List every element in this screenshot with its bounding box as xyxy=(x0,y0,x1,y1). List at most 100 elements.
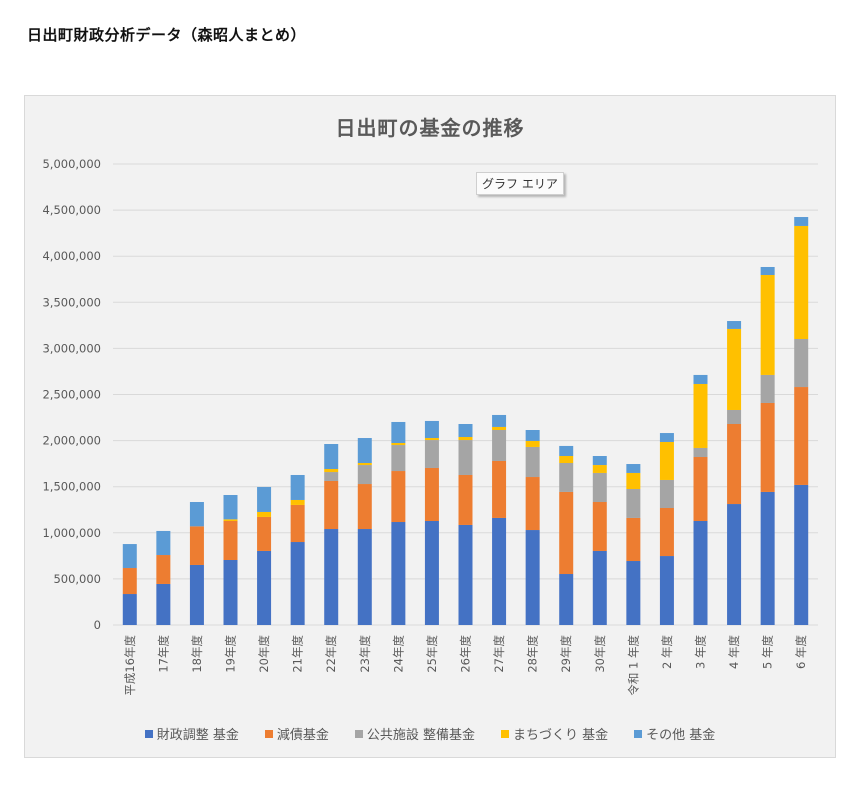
bar-segment-1 xyxy=(257,550,272,625)
bar-segment-2 xyxy=(492,460,507,518)
bar-segment-4 xyxy=(357,463,372,466)
x-tick-label: 30年度 xyxy=(593,635,607,673)
x-tick-label: 21年度 xyxy=(291,635,305,673)
x-tick-label: 17年度 xyxy=(156,635,170,673)
bar-segment-4 xyxy=(525,440,540,447)
x-tick-label: 25年度 xyxy=(425,635,439,673)
bar-segment-1 xyxy=(727,504,742,625)
legend-item[interactable]: 財政調整 基金 xyxy=(144,724,239,743)
bar-segment-4 xyxy=(223,519,238,521)
bar-segment-3 xyxy=(592,472,607,503)
chart-legend: 財政調整 基金 減債基金 公共施設 整備基金 まちづくり 基金 その他 基金 xyxy=(25,724,835,743)
bar-segment-2 xyxy=(156,555,171,584)
legend-label: 財政調整 基金 xyxy=(156,728,239,743)
x-tick-label: 3 年度 xyxy=(694,635,708,669)
bar-segment-5 xyxy=(559,445,574,456)
x-tick-label: 20年度 xyxy=(257,635,271,673)
bar-segment-5 xyxy=(391,421,406,443)
bar-segment-2 xyxy=(559,491,574,575)
bar-segment-1 xyxy=(794,484,809,625)
bar-segment-4 xyxy=(559,455,574,464)
x-tick-label: 平成16年度 xyxy=(123,635,137,696)
bar-segment-3 xyxy=(659,479,674,508)
bar-segment-5 xyxy=(626,464,641,473)
legend-swatch-icon xyxy=(144,729,153,738)
bar-segment-5 xyxy=(727,321,742,329)
legend-item[interactable]: その他 基金 xyxy=(634,724,715,743)
legend-label: 公共施設 整備基金 xyxy=(366,728,475,743)
bar-segment-5 xyxy=(156,530,171,556)
y-tick-label: 1,000,000 xyxy=(42,526,101,540)
x-tick-label: 28年度 xyxy=(526,635,540,673)
x-tick-label: 5 年度 xyxy=(761,635,775,669)
y-tick-label: 3,000,000 xyxy=(42,341,101,355)
bar-segment-2 xyxy=(324,480,339,530)
bar-segment-4 xyxy=(626,472,641,490)
bar-segment-2 xyxy=(592,502,607,551)
bar-segment-3 xyxy=(458,440,473,475)
x-tick-label: 27年度 xyxy=(492,635,506,673)
bar-segment-3 xyxy=(794,338,809,388)
bar-segment-3 xyxy=(760,374,775,403)
bar-segment-4 xyxy=(257,511,272,517)
bar-segment-2 xyxy=(458,474,473,525)
y-tick-label: 1,500,000 xyxy=(42,480,101,494)
bar-segment-2 xyxy=(357,484,372,530)
bar-segment-1 xyxy=(492,517,507,625)
bar-segment-1 xyxy=(659,556,674,625)
bar-segment-2 xyxy=(424,467,439,521)
bar-segment-4 xyxy=(659,441,674,480)
bar-segment-4 xyxy=(492,426,507,430)
x-tick-label: 19年度 xyxy=(224,635,238,673)
legend-label: 減債基金 xyxy=(276,728,329,743)
legend-swatch-icon xyxy=(634,729,643,738)
bar-segment-4 xyxy=(290,499,305,505)
bar-segment-3 xyxy=(492,429,507,461)
y-tick-label: 3,500,000 xyxy=(42,295,101,309)
bar-segment-2 xyxy=(659,507,674,557)
chart-area[interactable]: 日出町の基金の推移 0 500,000 1,000,000 1,500,000 2,00… xyxy=(24,95,836,758)
bar-segment-4 xyxy=(592,465,607,473)
bar-segment-2 xyxy=(189,526,204,565)
bar-segment-1 xyxy=(760,491,775,625)
bar-segment-2 xyxy=(391,471,406,523)
bar-segment-3 xyxy=(391,445,406,472)
y-tick-label: 4,500,000 xyxy=(42,203,101,217)
bar-segment-4 xyxy=(693,383,708,448)
x-tick-label: 6 年度 xyxy=(794,635,808,669)
chart-plot[interactable]: 0 500,000 1,000,000 1,500,000 2,000,000 2,500… xyxy=(25,96,837,759)
bar-segment-5 xyxy=(794,217,809,226)
bar-segment-5 xyxy=(525,429,540,441)
y-tick-label: 5,000,000 xyxy=(42,157,101,171)
bar-segment-2 xyxy=(626,517,641,562)
legend-label: その他 基金 xyxy=(646,728,716,743)
bar-segment-1 xyxy=(189,564,204,625)
legend-item[interactable]: 減債基金 xyxy=(264,724,329,743)
legend-item[interactable]: 公共施設 整備基金 xyxy=(354,724,475,743)
bar-segment-5 xyxy=(592,455,607,466)
x-tick-label: 令和 1 年度 xyxy=(626,635,640,696)
bar-segment-1 xyxy=(357,529,372,625)
bar-segment-1 xyxy=(626,561,641,625)
bar-segment-1 xyxy=(458,524,473,625)
y-tick-label: 500,000 xyxy=(53,572,101,586)
bar-segment-3 xyxy=(626,489,641,518)
x-tick-label: 4 年度 xyxy=(727,635,741,669)
x-tick-label: 22年度 xyxy=(324,635,338,673)
bar-segment-5 xyxy=(122,544,137,569)
x-tick-label: 2 年度 xyxy=(660,635,674,669)
bar-segment-5 xyxy=(257,486,272,512)
bar-segment-1 xyxy=(156,583,171,625)
bar-segment-2 xyxy=(794,387,809,485)
bar-segment-4 xyxy=(391,442,406,446)
x-tick-label: 29年度 xyxy=(559,635,573,673)
bar-segment-5 xyxy=(424,420,439,439)
legend-item[interactable]: まちづくり 基金 xyxy=(501,724,608,743)
bar-segment-5 xyxy=(357,438,372,464)
bar-segment-4 xyxy=(727,328,742,410)
bar-segment-1 xyxy=(693,520,708,625)
bar-segment-5 xyxy=(458,424,473,438)
bar-segment-2 xyxy=(693,457,708,521)
bar-segment-2 xyxy=(760,402,775,492)
x-tick-label: 23年度 xyxy=(358,635,372,673)
